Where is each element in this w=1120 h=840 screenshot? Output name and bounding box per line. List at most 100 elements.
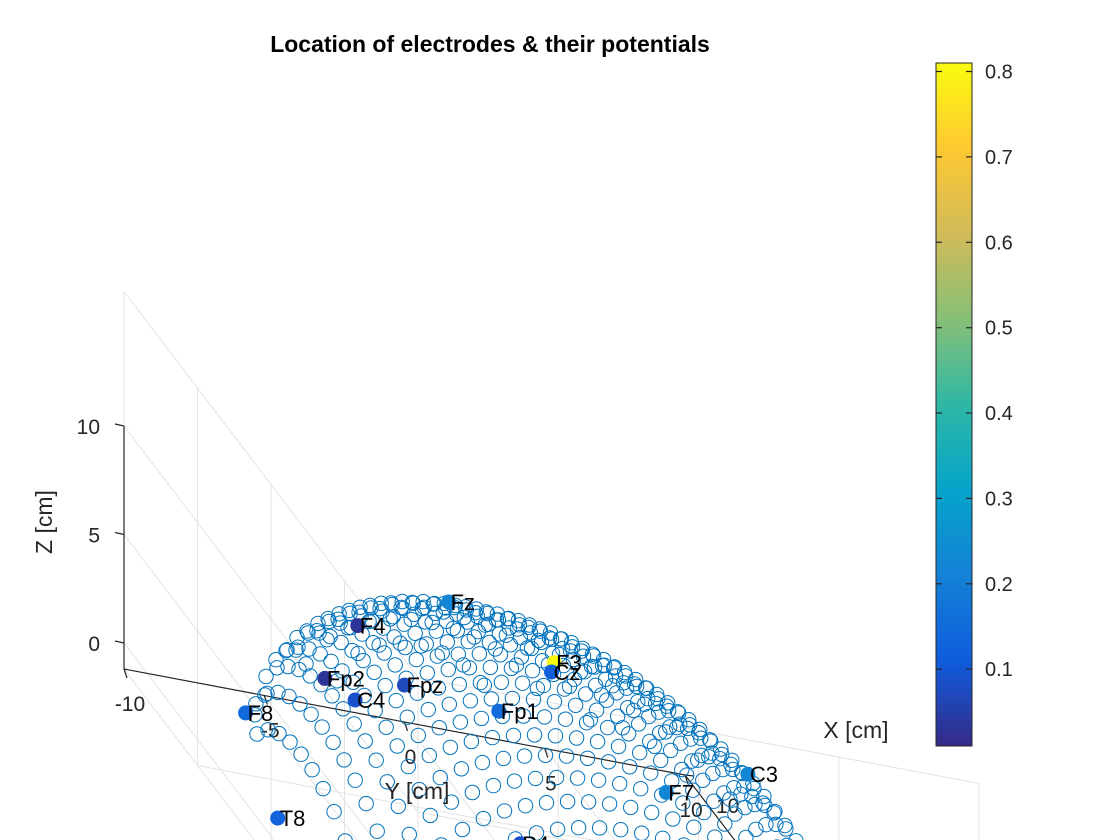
mesh-point: [409, 685, 425, 701]
mesh-point: [288, 642, 304, 658]
mesh-point: [293, 746, 309, 762]
colorbar-tick-label: 0.8: [985, 62, 1013, 84]
mesh-point: [466, 629, 482, 645]
electrode-fp2: Fp2: [317, 666, 365, 691]
electrode-label: C4: [357, 688, 385, 713]
mesh-point: [574, 640, 591, 657]
electrode-label: Fpz: [407, 673, 444, 698]
electrode-f4: F4: [350, 614, 385, 639]
mesh-point: [378, 719, 394, 735]
mesh-point: [693, 730, 709, 746]
electrode-label: Cz: [554, 660, 581, 685]
mesh-point: [582, 712, 599, 728]
mesh-point: [493, 674, 510, 690]
z-tick-label: 5: [88, 525, 100, 548]
mesh-point: [460, 633, 476, 650]
mesh-point: [548, 769, 565, 786]
mesh-point: [653, 752, 669, 769]
mesh-point: [358, 795, 374, 812]
mesh-point: [443, 794, 460, 810]
mesh-point: [369, 823, 385, 839]
mesh-point: [588, 702, 605, 718]
mesh-point: [758, 817, 774, 833]
mesh-point: [613, 822, 629, 838]
mesh-point: [301, 641, 317, 657]
mesh-point: [451, 676, 467, 693]
mesh-point: [441, 696, 457, 712]
mesh-point: [268, 652, 284, 668]
mesh-point: [388, 692, 404, 709]
mesh-point: [526, 727, 543, 743]
mesh-point: [248, 696, 264, 712]
mesh-point: [661, 703, 677, 719]
mesh-point: [463, 733, 480, 750]
mesh-point: [703, 733, 719, 749]
mesh-point: [321, 613, 337, 630]
mesh-point: [352, 599, 368, 615]
mesh-point: [685, 782, 701, 798]
mesh-point: [511, 617, 528, 633]
mesh-point: [675, 795, 691, 811]
mesh-point: [642, 733, 658, 750]
mesh-point: [456, 609, 472, 626]
mesh-point: [598, 692, 615, 708]
mesh-point: [570, 820, 587, 836]
electrode-label: F8: [248, 701, 274, 726]
mesh-point: [324, 688, 340, 704]
x-axis-label: X [cm]: [823, 717, 888, 743]
mesh-point: [394, 593, 410, 610]
grid-line: [544, 748, 616, 840]
mesh-point: [515, 708, 532, 724]
mesh-point: [704, 745, 720, 761]
mesh-point: [725, 761, 741, 778]
y-tick-mark: [403, 721, 409, 732]
mesh-point: [610, 738, 627, 755]
mesh-point: [584, 646, 601, 662]
mesh-point: [680, 720, 696, 737]
electrode-label: Fz: [451, 590, 475, 615]
mesh-point: [406, 606, 422, 622]
mesh-point: [579, 750, 596, 766]
mesh-point: [609, 708, 626, 724]
y-tick-label: 5: [545, 773, 557, 796]
mesh-point: [337, 833, 353, 840]
mesh-point: [312, 646, 328, 662]
mesh-point: [767, 803, 783, 820]
mesh-point: [627, 671, 644, 688]
mesh-point: [535, 677, 552, 694]
electrode-marker: [544, 664, 559, 680]
mesh-point: [289, 629, 305, 646]
mesh-point: [692, 721, 708, 738]
mesh-point: [257, 687, 273, 703]
z-tick-label: 10: [77, 416, 100, 439]
mesh-point: [468, 601, 484, 617]
colorbar-tick-label: 0.6: [985, 232, 1013, 254]
mesh-point: [410, 727, 426, 744]
mesh-point: [578, 715, 595, 731]
mesh-point: [430, 680, 446, 696]
mesh-point: [260, 722, 276, 738]
mesh-point: [715, 761, 731, 778]
mesh-point: [576, 664, 593, 680]
electrode-label: F4: [360, 614, 386, 639]
electrode-f7: F7: [658, 780, 694, 805]
mesh-point: [650, 691, 666, 707]
mesh-point: [523, 640, 540, 657]
mesh-point: [516, 748, 533, 764]
mesh-point: [623, 799, 639, 816]
grid-line: [123, 291, 419, 678]
mesh-point: [690, 752, 706, 768]
mesh-point: [355, 652, 371, 669]
mesh-point: [392, 635, 408, 651]
mesh-point: [379, 774, 395, 790]
mesh-point: [432, 769, 448, 786]
mesh-point: [314, 719, 330, 735]
mesh-point: [514, 675, 531, 691]
mesh-point: [487, 641, 503, 657]
mesh-point: [640, 690, 656, 707]
mesh-point: [411, 781, 427, 798]
mesh-point: [434, 645, 450, 661]
mesh-point: [641, 708, 657, 725]
mesh-point: [600, 754, 617, 770]
